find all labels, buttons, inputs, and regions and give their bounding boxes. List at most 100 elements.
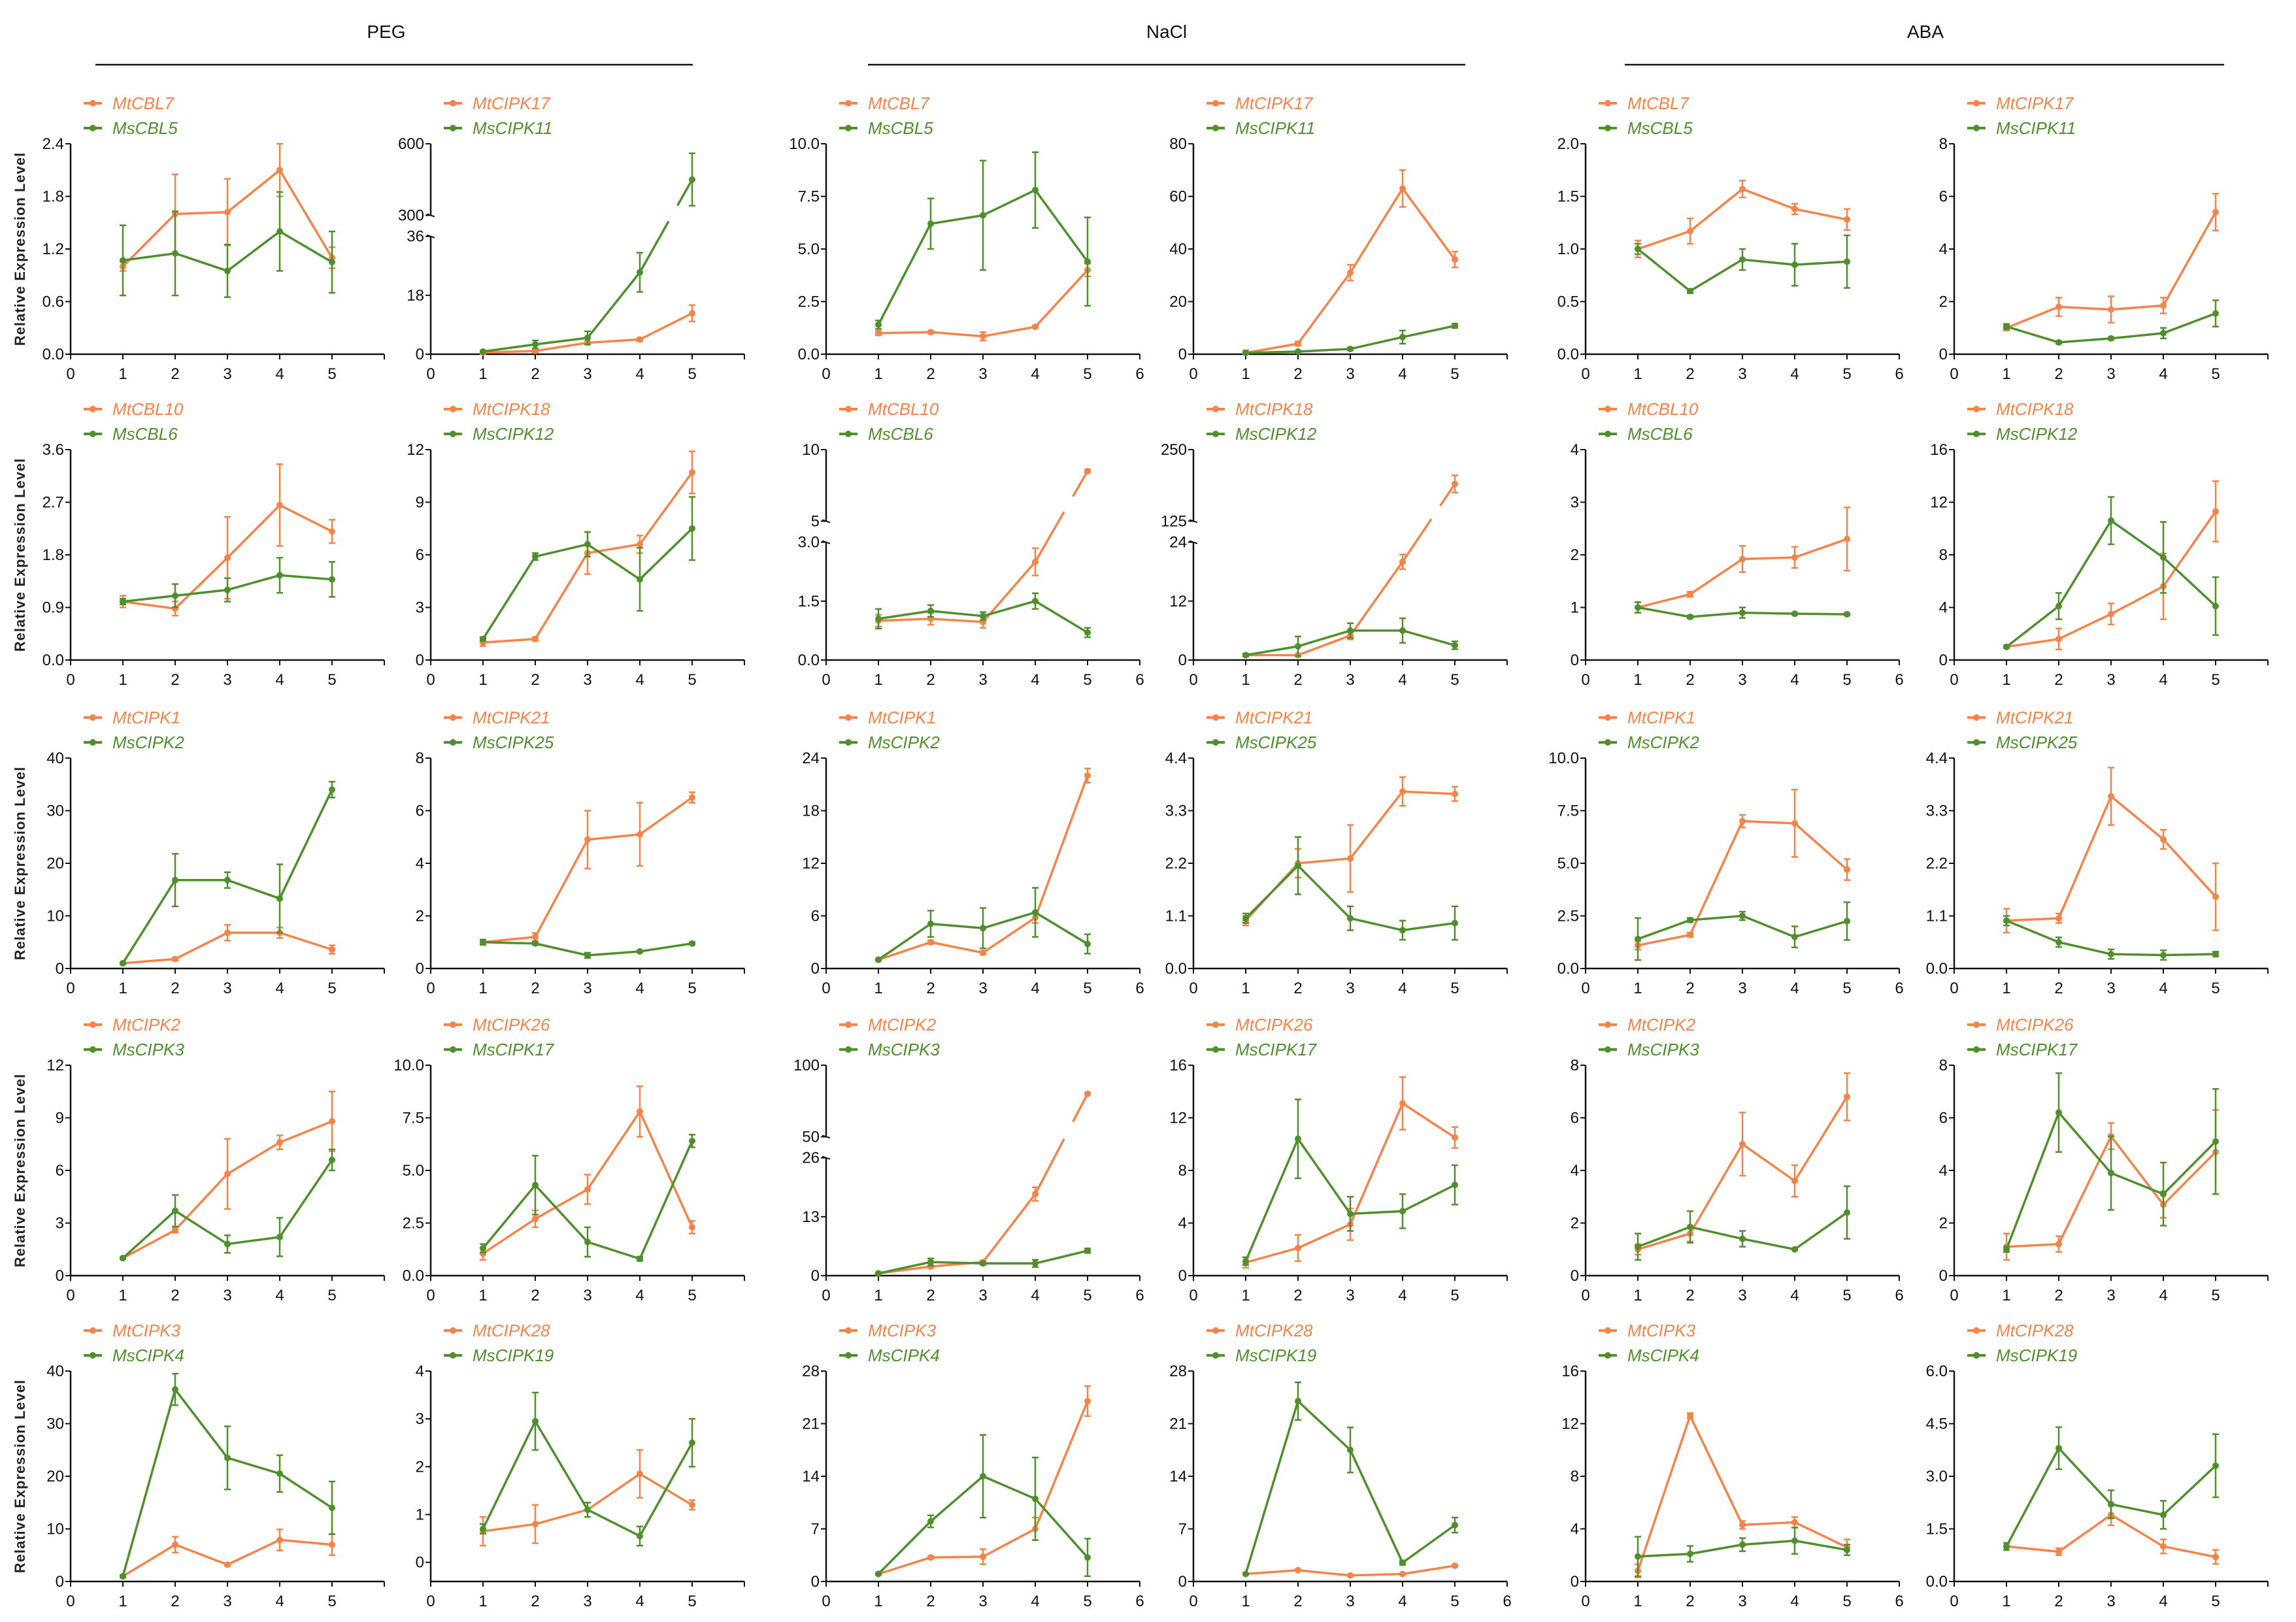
data-point — [1739, 818, 1746, 825]
series-MtCIPK17 — [1242, 169, 1458, 356]
x-tick-label: 4 — [275, 980, 284, 997]
series-line-segment — [2058, 612, 2112, 640]
y-tick-label: 10 — [802, 441, 820, 459]
x-tick-label: 1 — [118, 671, 127, 689]
series-line-segment — [1689, 258, 1743, 292]
x-tick-label: 4 — [1031, 671, 1039, 689]
x-tick-label: 1 — [2002, 980, 2010, 997]
panel-aba-5: 0.0 0.5 1.0 1.5 2.0 0 1 2 3 4 5 6 MtCBL7 MsCBL5 — [1557, 93, 1904, 383]
y-tick-label: 1.5 — [1557, 188, 1579, 206]
data-point — [1347, 855, 1354, 862]
legend-label: MtCIPK21 — [1996, 708, 2074, 727]
x-tick-label: 5 — [1842, 1287, 1851, 1304]
series-line-segment — [586, 271, 641, 339]
legend-marker — [1605, 100, 1611, 107]
series-MsCIPK19 — [1242, 1382, 1458, 1578]
data-point — [2108, 951, 2114, 958]
x-tick-label: 3 — [1738, 1287, 1746, 1304]
x-tick-label: 5 — [1450, 1593, 1459, 1610]
data-point — [2160, 836, 2167, 843]
y-tick-label: 4.5 — [1926, 1415, 1948, 1433]
series-line-segment — [1244, 1138, 1299, 1262]
y-tick-label: 10 — [46, 1521, 64, 1538]
legend-marker — [1212, 1327, 1219, 1334]
series-MsCIPK17 — [1242, 1099, 1458, 1266]
legend-label: MtCIPK1 — [1627, 708, 1695, 727]
data-point — [1791, 554, 1798, 561]
panel-peg-1: 0.0 0.6 1.2 1.8 2.4 0 1 2 3 4 5 Relative Expression… — [12, 93, 385, 383]
x-tick-label: 4 — [1398, 671, 1406, 689]
data-point — [2212, 1462, 2219, 1469]
panel-aba-18: 0.0 1.1 2.2 3.3 4.4 0 1 2 3 4 5 MtCIPK21 MsCIPK25 — [1926, 708, 2269, 997]
y-tick-label: 5.0 — [1557, 855, 1579, 872]
x-tick-label: 4 — [1790, 1593, 1799, 1610]
series-line-segment — [1794, 260, 1848, 266]
data-point — [689, 176, 695, 183]
data-point — [1739, 912, 1746, 919]
x-tick-label: 0 — [66, 671, 75, 689]
legend-label: MtCIPK17 — [1235, 93, 1314, 113]
data-point — [637, 576, 643, 583]
panel-aba-23: 0 2 4 6 8 0 1 2 3 4 5 6 MtCIPK2 MsCIPK3 — [1571, 1015, 1904, 1304]
x-tick-label: 1 — [478, 1287, 487, 1304]
legend-item: MtCBL7 — [84, 93, 175, 113]
x-tick-label: 3 — [1346, 671, 1354, 689]
series-line-segment — [2057, 1135, 2112, 1245]
legend-marker — [1212, 406, 1219, 412]
data-point — [1791, 1537, 1798, 1544]
legend-label: MtCIPK26 — [1235, 1015, 1313, 1034]
x-tick-label: 4 — [1398, 1593, 1406, 1610]
data-point — [1399, 1100, 1406, 1107]
data-point — [276, 167, 283, 174]
series-line-segment — [122, 957, 176, 965]
y-tick-label: 18 — [407, 287, 424, 305]
y-tick-label: 9 — [56, 1110, 64, 1127]
series-line-segment — [2057, 1514, 2112, 1553]
y-tick-label: 0 — [811, 960, 820, 978]
series-line-segment — [1350, 1210, 1403, 1216]
legend-item: MsCBL5 — [84, 118, 178, 138]
legend-marker — [1605, 1046, 1611, 1053]
series-line-segment — [1402, 921, 1456, 932]
series-line-segment — [930, 1261, 984, 1265]
data-point — [927, 1554, 934, 1561]
y-tick-label: 8 — [1571, 1057, 1579, 1074]
data-point — [2055, 603, 2062, 610]
x-tick-label: 5 — [327, 980, 336, 997]
series-line-segment — [482, 1421, 537, 1530]
legend-marker — [90, 100, 96, 107]
series-line-segment — [1245, 350, 1299, 354]
data-point — [276, 572, 283, 579]
y-tick-label: 4.4 — [1165, 750, 1187, 767]
legend-marker — [845, 1046, 852, 1053]
y-tick-label: 20 — [46, 855, 64, 872]
y-tick-label: 28 — [802, 1363, 820, 1380]
x-tick-label: 2 — [926, 365, 935, 383]
data-point — [276, 228, 283, 235]
data-point — [532, 1417, 539, 1425]
x-tick-label: 4 — [1790, 671, 1799, 689]
data-point — [980, 612, 986, 620]
series-line-segment — [2057, 520, 2112, 607]
data-point — [1347, 345, 1354, 352]
x-tick-label: 6 — [1135, 980, 1144, 997]
legend-marker — [1973, 100, 1980, 107]
data-point — [2003, 1246, 2010, 1253]
series-line-segment — [1244, 865, 1299, 919]
x-tick-label: 1 — [1633, 365, 1642, 383]
data-point — [1791, 933, 1798, 940]
x-tick-label: 0 — [1189, 980, 1197, 997]
series-line-segment — [1637, 1232, 1691, 1251]
series-line-segment — [2110, 332, 2164, 340]
data-point — [2212, 1553, 2219, 1561]
series-MtCBL10 — [1635, 506, 1850, 614]
legend-marker — [450, 100, 456, 107]
data-point — [172, 876, 178, 884]
data-point — [1032, 1260, 1039, 1267]
series-line-segment — [1742, 819, 1795, 825]
legend-item: MsCBL6 — [84, 424, 178, 444]
data-point — [1739, 1541, 1746, 1548]
data-point — [1084, 940, 1091, 948]
data-point — [1844, 1093, 1850, 1101]
data-point — [1295, 1398, 1301, 1404]
